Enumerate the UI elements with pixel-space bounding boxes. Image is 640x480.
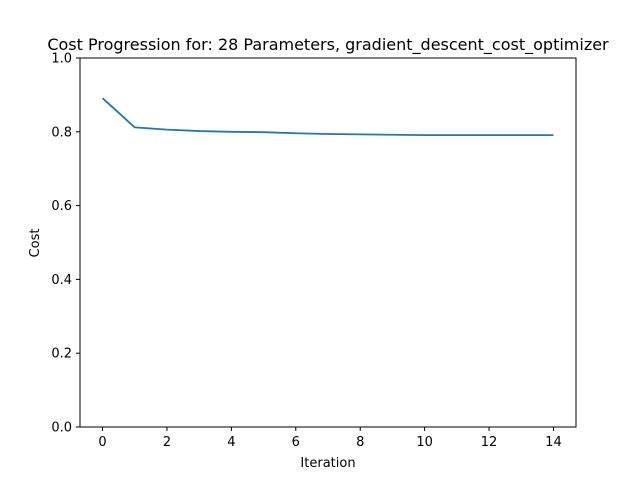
series-line-0 — [101, 97, 554, 137]
y-tick-label: 0.8 — [51, 125, 72, 140]
x-tick-label: 6 — [292, 435, 300, 450]
y-tick-label: 0.6 — [51, 199, 72, 214]
axes-frame — [79, 57, 577, 428]
x-axis-label: Iteration — [300, 456, 355, 471]
y-tick-label: 0.4 — [51, 273, 72, 288]
x-tick-label: 4 — [227, 435, 235, 450]
y-tick-label: 0.2 — [51, 347, 72, 362]
x-tick-label: 10 — [416, 435, 433, 450]
x-tick-label: 14 — [545, 435, 562, 450]
x-tick-label: 2 — [163, 435, 171, 450]
y-tick-label: 1.0 — [51, 52, 72, 67]
chart-title: Cost Progression for: 28 Parameters, gra… — [47, 35, 609, 55]
x-tick-label: 0 — [98, 435, 106, 450]
plot-area: 0 2 4 6 8 10 12 14 0.0 0.2 0.4 0.6 0.8 1.0 — [51, 52, 577, 450]
x-tick-label: 12 — [481, 435, 498, 450]
y-tick-label: 0.0 — [51, 421, 72, 436]
x-tick-label: 8 — [356, 435, 364, 450]
y-axis-label: Cost — [28, 229, 43, 258]
